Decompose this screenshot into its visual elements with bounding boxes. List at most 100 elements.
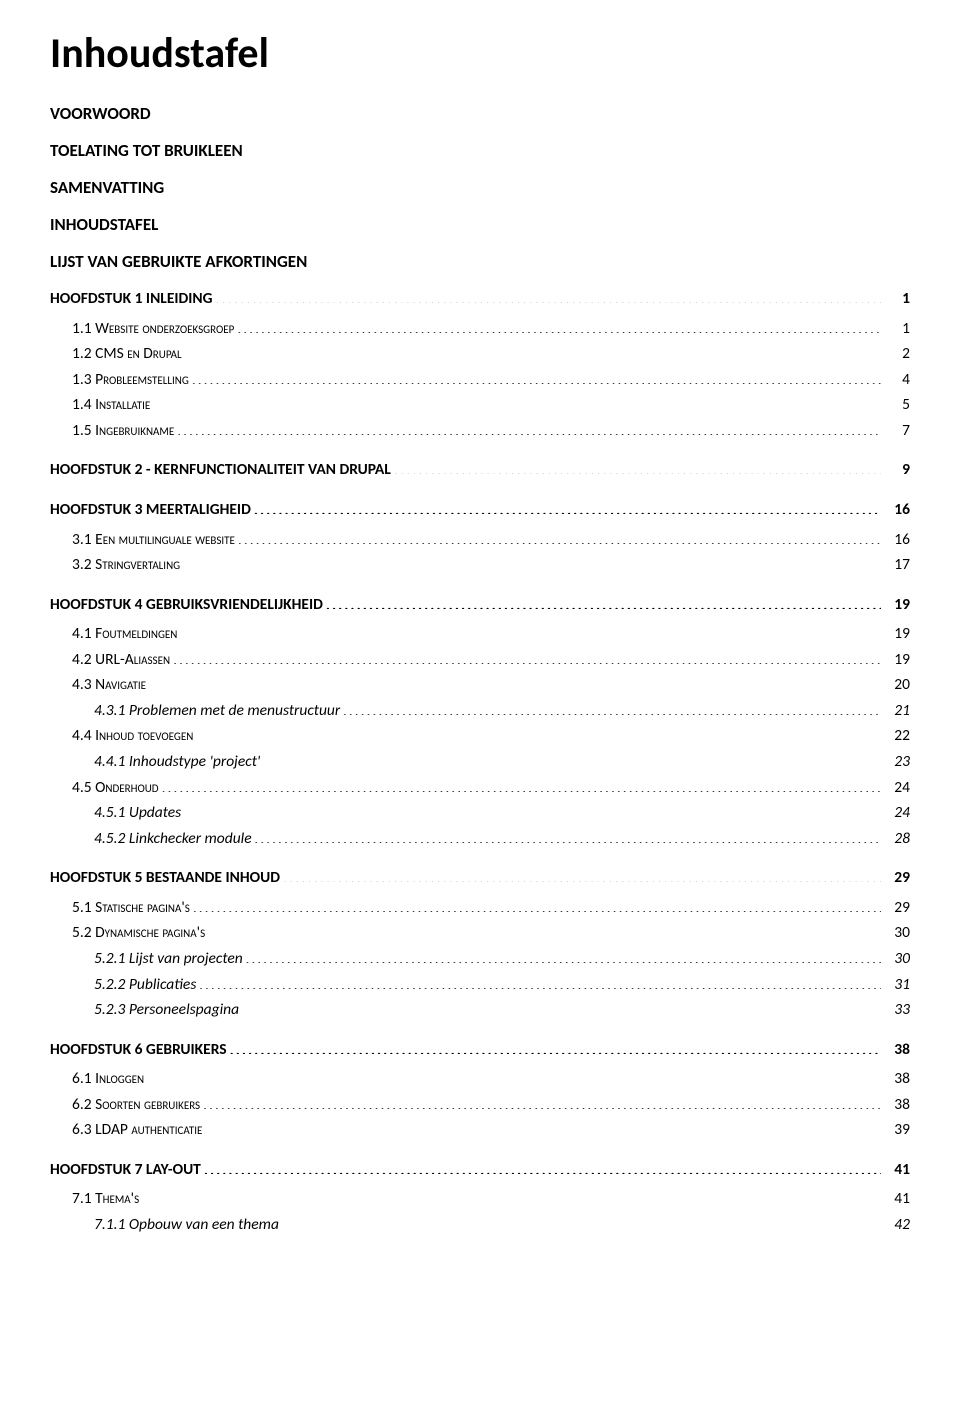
toc-entry-label: 5.1 Statische pagina's (72, 895, 190, 921)
toc-entry: 4.3 Navigatie 20 (50, 672, 910, 698)
heading-inhoudstafel: INHOUDSTAFEL (50, 214, 910, 235)
toc-entry: 4.1 Foutmeldingen19 (50, 621, 910, 647)
toc-entry: HOOFDSTUK 6 GEBRUIKERS 38 (50, 1037, 910, 1063)
toc-entry-label: HOOFDSTUK 7 LAY-OUT (50, 1157, 201, 1183)
toc-entry: 5.2.1 Lijst van projecten 30 (50, 946, 910, 972)
toc-entry-page: 2 (884, 341, 910, 367)
toc-entry: 1.2 CMS en Drupal 2 (50, 341, 910, 367)
toc-leader-dots (242, 999, 881, 1015)
toc-leader-dots (149, 674, 881, 690)
toc-leader-dots (208, 922, 881, 938)
toc-leader-dots (205, 1119, 881, 1135)
plain-headings: VOORWOORD TOELATING TOT BRUIKLEEN SAMENV… (50, 103, 910, 272)
toc-entry: 4.5.1 Updates24 (50, 800, 910, 826)
toc-leader-dots (184, 802, 881, 818)
document-title: Inhoudstafel (50, 28, 910, 79)
toc-entry: HOOFDSTUK 1 INLEIDING1 (50, 286, 910, 312)
toc-entry-page: 21 (884, 698, 910, 724)
toc-entry-page: 19 (884, 592, 910, 618)
toc-entry-label: 1.5 Ingebruikname (72, 418, 174, 444)
toc-leader-dots (246, 947, 881, 963)
toc-entry-label: 6.2 Soorten gebruikers (72, 1092, 200, 1118)
toc-entry-page: 30 (884, 920, 910, 946)
toc-leader-dots (185, 343, 881, 359)
toc-entry-label: 4.4 Inhoud toevoegen (72, 723, 193, 749)
toc-entry: 6.2 Soorten gebruikers38 (50, 1092, 910, 1118)
toc-entry: 4.4.1 Inhoudstype 'project' 23 (50, 749, 910, 775)
toc-leader-dots (326, 593, 881, 609)
toc-entry: 4.5.2 Linkchecker module28 (50, 826, 910, 852)
toc-entry-label: 7.1 Thema's (72, 1186, 139, 1212)
toc-entry-page: 7 (884, 418, 910, 444)
toc-entry-page: 24 (884, 775, 910, 801)
toc-leader-dots (203, 1093, 881, 1109)
toc-leader-dots (204, 1158, 881, 1174)
toc-entry-page: 38 (884, 1066, 910, 1092)
toc-entry-label: 5.2.3 Personeelspagina (94, 997, 239, 1023)
toc-entry-page: 30 (884, 946, 910, 972)
toc-entry-page: 9 (884, 457, 910, 483)
toc-entry-label: 1.2 CMS en Drupal (72, 341, 182, 367)
toc-entry-label: HOOFDSTUK 4 GEBRUIKSVRIENDELIJKHEID (50, 592, 323, 618)
toc-entry-label: HOOFDSTUK 2 - KERNFUNCTIONALITEIT VAN DR… (50, 457, 391, 483)
toc-entry-page: 22 (884, 723, 910, 749)
toc-entry-label: 5.2.2 Publicaties (94, 972, 196, 998)
toc-entry: 1.4 Installatie5 (50, 392, 910, 418)
toc-entry-label: 4.1 Foutmeldingen (72, 621, 177, 647)
toc-entry-label: 4.3 Navigatie (72, 672, 146, 698)
toc-leader-dots (177, 419, 881, 435)
toc-leader-dots (199, 973, 881, 989)
toc-entry-page: 42 (884, 1212, 910, 1238)
toc-entry-page: 31 (884, 972, 910, 998)
toc-entry-page: 39 (884, 1117, 910, 1143)
toc-entry: 3.1 Een multilinguale website16 (50, 527, 910, 553)
toc-entry: HOOFDSTUK 4 GEBRUIKSVRIENDELIJKHEID 19 (50, 592, 910, 618)
toc-leader-dots (255, 827, 881, 843)
toc-entry-page: 4 (884, 367, 910, 393)
toc-entry-label: 4.3.1 Problemen met de menustructuur (94, 698, 340, 724)
toc-entry-page: 23 (884, 749, 910, 775)
toc-entry-page: 19 (884, 647, 910, 673)
toc-leader-dots (183, 554, 881, 570)
toc-entry: HOOFDSTUK 5 BESTAANDE INHOUD29 (50, 865, 910, 891)
toc-leader-dots (162, 776, 881, 792)
toc-entry-label: 1.1 Website onderzoeksgroep (72, 316, 234, 342)
heading-toelating: TOELATING TOT BRUIKLEEN (50, 140, 910, 161)
toc-leader-dots (153, 394, 881, 410)
toc-entry: HOOFDSTUK 3 MEERTALIGHEID16 (50, 497, 910, 523)
toc-entry: 3.2 Stringvertaling17 (50, 552, 910, 578)
toc-leader-dots (283, 867, 881, 883)
toc-entry-page: 38 (884, 1037, 910, 1063)
toc-entry: 1.5 Ingebruikname 7 (50, 418, 910, 444)
toc-leader-dots (282, 1214, 881, 1230)
toc-entry-page: 17 (884, 552, 910, 578)
toc-entry: 6.1 Inloggen38 (50, 1066, 910, 1092)
toc-leader-dots (254, 498, 881, 514)
toc-entry: 5.1 Statische pagina's29 (50, 895, 910, 921)
toc-leader-dots (343, 699, 881, 715)
toc-entry-label: HOOFDSTUK 5 BESTAANDE INHOUD (50, 865, 280, 891)
toc-entry: HOOFDSTUK 7 LAY-OUT41 (50, 1157, 910, 1183)
toc-entry: 1.3 Probleemstelling 4 (50, 367, 910, 393)
toc-entry-label: 5.2.1 Lijst van projecten (94, 946, 243, 972)
toc-entry: 5.2.2 Publicaties 31 (50, 972, 910, 998)
toc-leader-dots (173, 648, 881, 664)
toc-entry-label: 1.3 Probleemstelling (72, 367, 189, 393)
toc-entry-label: HOOFDSTUK 6 GEBRUIKERS (50, 1037, 227, 1063)
heading-samenvatting: SAMENVATTING (50, 177, 910, 198)
toc-entry-label: 5.2 Dynamische pagina's (72, 920, 205, 946)
heading-afkortingen: LIJST VAN GEBRUIKTE AFKORTINGEN (50, 251, 910, 272)
heading-voorwoord: VOORWOORD (50, 103, 910, 124)
toc-entry: 4.5 Onderhoud24 (50, 775, 910, 801)
toc-entry-label: 4.4.1 Inhoudstype 'project' (94, 749, 260, 775)
toc-entry: 6.3 LDAP authenticatie 39 (50, 1117, 910, 1143)
toc-entry: 5.2 Dynamische pagina's 30 (50, 920, 910, 946)
toc-entry-page: 33 (884, 997, 910, 1023)
toc-entry: 4.3.1 Problemen met de menustructuur 21 (50, 698, 910, 724)
toc-entry-page: 20 (884, 672, 910, 698)
toc-leader-dots (192, 368, 881, 384)
toc-leader-dots (238, 528, 881, 544)
toc-leader-dots (237, 317, 881, 333)
toc-entry-label: 6.3 LDAP authenticatie (72, 1117, 202, 1143)
toc-entry: 7.1.1 Opbouw van een thema42 (50, 1212, 910, 1238)
